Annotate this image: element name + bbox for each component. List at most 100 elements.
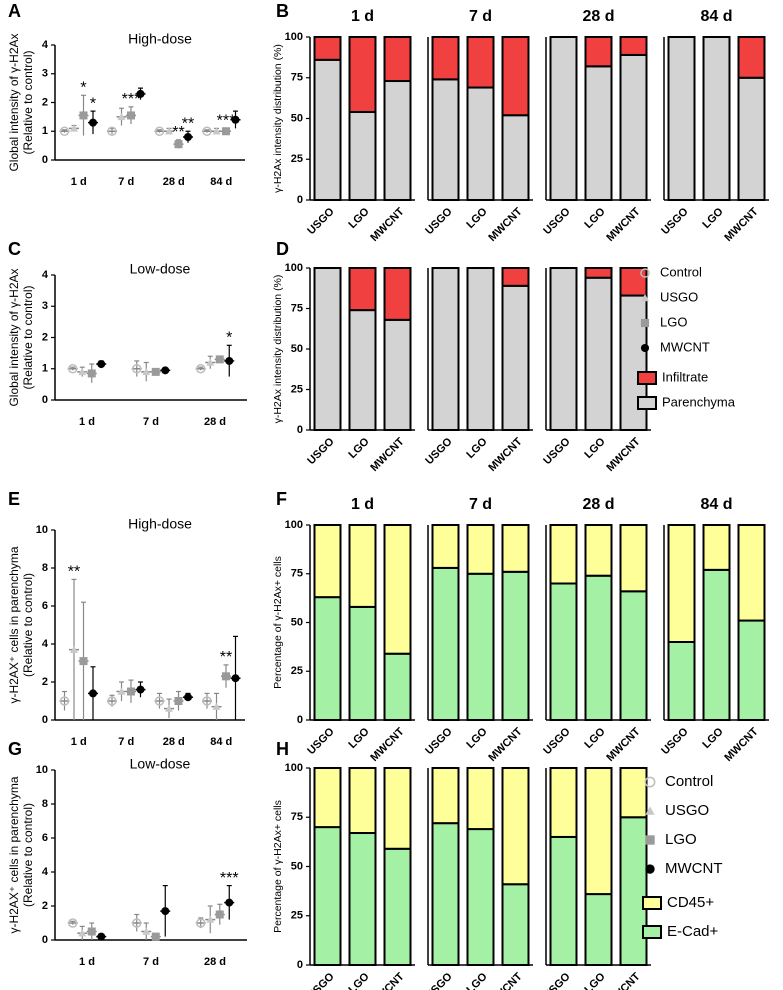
marker: [151, 932, 160, 941]
y-axis-label: (Relative to control): [21, 803, 35, 907]
bar-segment: [313, 524, 342, 599]
x-tick-label: 28 d: [163, 736, 185, 748]
marker: [68, 364, 78, 374]
x-tick-label: MWCNT: [486, 205, 524, 243]
legend-marker: [645, 806, 655, 815]
x-tick-label: LGO: [346, 970, 372, 990]
x-tick-label: USGO: [541, 970, 573, 990]
y-axis-label: γ-H2AX⁺ cells in parenchyma: [7, 776, 21, 933]
bar-segment: [737, 524, 766, 622]
marker: [117, 112, 126, 121]
y-tick-label: 50: [291, 112, 303, 124]
bar-segment: [549, 582, 578, 721]
legend-label: LGO: [665, 831, 697, 848]
y-tick-label: 10: [36, 764, 48, 776]
legend-label: USGO: [665, 802, 709, 819]
bar-segment: [466, 524, 495, 575]
bar-segment: [584, 276, 613, 431]
bar-segment: [501, 36, 530, 117]
bar-segment: [431, 524, 460, 569]
marker: [142, 927, 151, 935]
marker: [79, 111, 88, 120]
x-tick-label: MWCNT: [368, 435, 406, 473]
bar-segment: [348, 110, 377, 201]
x-tick-label: LGO: [700, 725, 726, 751]
marker: [87, 369, 96, 378]
bar-segment: [383, 524, 412, 655]
y-axis-label: (Relative to control): [21, 50, 35, 154]
bar-segment: [348, 767, 377, 835]
panel-label: H: [276, 739, 289, 759]
y-tick-label: 0: [42, 934, 48, 946]
legend-label: Control: [660, 264, 702, 279]
marker: [161, 366, 170, 375]
y-axis-label: γ-H2Ax intensity distribution (%): [272, 44, 284, 193]
x-tick-label: MWCNT: [722, 725, 760, 763]
x-tick-label: MWCNT: [722, 205, 760, 243]
bar-segment: [737, 619, 766, 721]
x-tick-label: USGO: [541, 435, 573, 467]
marker: [231, 115, 240, 124]
panel-title: Low-dose: [130, 756, 191, 772]
x-tick-label: USGO: [541, 725, 573, 757]
significance: ***: [220, 870, 239, 887]
bar-segment: [549, 524, 578, 585]
bar-segment: [584, 36, 613, 68]
marker: [127, 111, 135, 120]
bar-segment: [466, 86, 495, 201]
bar-segment: [737, 36, 766, 79]
bar-segment: [584, 574, 613, 722]
y-tick-label: 25: [291, 910, 303, 922]
bar-segment: [737, 76, 766, 201]
bar-segment: [584, 893, 613, 967]
x-tick-label: MWCNT: [604, 725, 642, 763]
bar-segment: [584, 65, 613, 201]
significance: **: [220, 649, 232, 666]
panel-label: G: [8, 739, 22, 759]
bar-segment: [431, 767, 460, 825]
marker: [174, 697, 183, 705]
marker: [202, 696, 212, 706]
x-tick-label: USGO: [423, 435, 455, 467]
y-tick-label: 2: [42, 676, 48, 688]
x-tick-label: 1 d: [71, 736, 87, 748]
y-tick-label: 4: [42, 39, 49, 51]
bar-segment: [348, 309, 377, 431]
bar-segment: [313, 36, 342, 61]
y-tick-label: 0: [42, 714, 48, 726]
significance: **: [172, 124, 184, 141]
marker: [212, 702, 221, 710]
x-tick-label: USGO: [305, 970, 337, 990]
marker: [68, 918, 78, 928]
bar-segment: [431, 267, 460, 431]
facet-title: 84 d: [700, 8, 732, 25]
bar-segment: [466, 767, 495, 831]
panel-label: B: [276, 1, 289, 21]
significance: ***: [122, 91, 141, 108]
y-tick-label: 1: [42, 125, 48, 137]
y-tick-label: 2: [42, 96, 48, 108]
x-tick-label: 7 d: [118, 736, 134, 748]
x-tick-label: 28 d: [204, 416, 226, 428]
y-tick-label: 3: [42, 300, 48, 312]
bar-segment: [619, 294, 648, 432]
bar-segment: [619, 816, 648, 966]
marker: [206, 358, 215, 366]
y-tick-label: 0: [297, 959, 303, 971]
bar-segment: [313, 767, 342, 829]
x-tick-label: 1 d: [71, 176, 87, 188]
bar-segment: [667, 524, 696, 643]
x-tick-label: LGO: [464, 970, 490, 990]
panel-label: D: [276, 239, 289, 259]
x-tick-label: USGO: [423, 725, 455, 757]
bar-segment: [619, 36, 648, 56]
marker: [78, 929, 87, 937]
legend-marker: [645, 835, 655, 845]
x-tick-label: 28 d: [163, 176, 185, 188]
marker: [97, 932, 106, 941]
marker: [212, 127, 221, 135]
marker: [127, 687, 135, 696]
legend-label: Infiltrate: [662, 369, 708, 384]
y-tick-label: 75: [291, 568, 303, 580]
